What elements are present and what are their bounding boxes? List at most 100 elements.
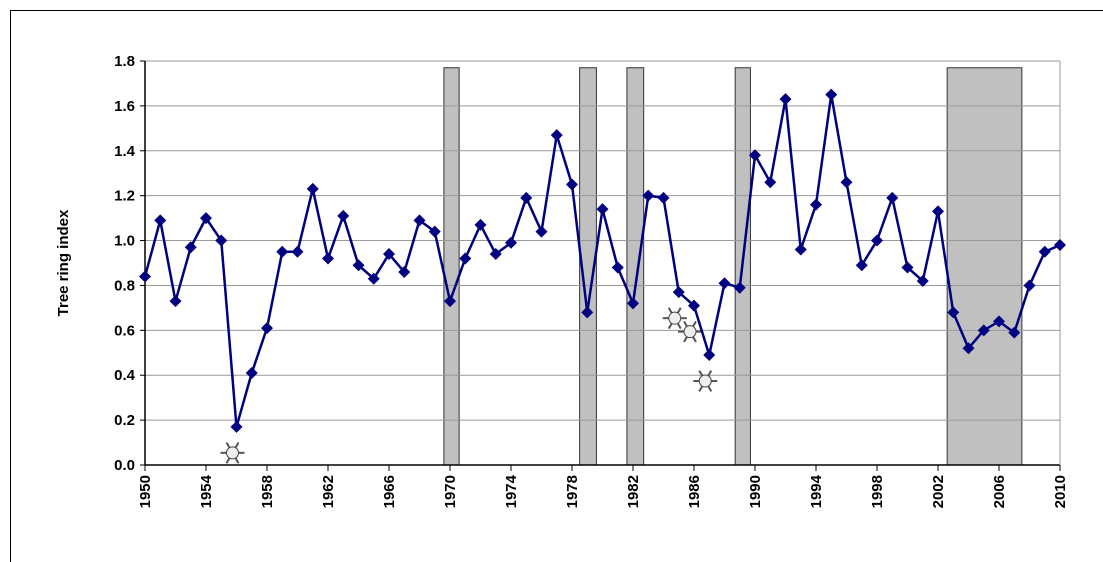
data-point — [230, 420, 243, 433]
data-point — [733, 281, 746, 294]
frost-center — [683, 325, 697, 339]
data-point — [688, 299, 700, 312]
series-line — [143, 94, 1061, 428]
data-point — [444, 295, 456, 308]
data-point — [993, 315, 1005, 328]
data-point — [245, 366, 258, 379]
data-point — [932, 205, 944, 218]
y-tick-label: 0.6 — [114, 322, 135, 339]
data-point — [154, 214, 167, 227]
data-point — [871, 234, 883, 247]
data-point — [916, 274, 929, 287]
data-point — [962, 342, 975, 355]
data-point — [322, 252, 334, 265]
data-point — [459, 252, 472, 265]
data-point — [337, 209, 350, 222]
x-tick-label: 1990 — [747, 475, 764, 508]
data-point — [474, 218, 487, 231]
x-tick-label: 1998 — [869, 475, 886, 508]
frost-marker — [220, 441, 245, 464]
data-point — [550, 129, 563, 142]
frame — [10, 10, 1103, 562]
y-axis-label: Tree ring index — [55, 209, 72, 316]
data-point — [1054, 239, 1066, 252]
y-tick-label: 1.0 — [114, 233, 135, 250]
data-point — [825, 88, 838, 101]
data-point — [566, 178, 578, 191]
frost-marker — [693, 370, 718, 392]
x-tick-label: 2002 — [930, 475, 947, 508]
y-tick-label: 1.4 — [114, 143, 136, 160]
data-point — [901, 261, 914, 274]
data-point — [749, 149, 761, 162]
frost-center — [668, 311, 682, 325]
x-tick-label: 1966 — [381, 475, 398, 508]
data-point — [215, 234, 228, 247]
data-point — [291, 245, 304, 258]
frost-center — [226, 446, 239, 460]
y-tick-label: 0.0 — [114, 457, 135, 474]
data-point — [184, 241, 197, 254]
data-point — [489, 248, 502, 261]
data-point — [764, 176, 777, 189]
data-point — [581, 306, 594, 319]
y-tick-label: 0.2 — [114, 412, 135, 429]
data-point — [627, 297, 639, 310]
data-point — [672, 286, 685, 299]
frost-center — [698, 374, 712, 388]
data-point — [886, 191, 899, 204]
data-point — [810, 198, 822, 211]
x-tick-label: 1986 — [686, 475, 703, 508]
x-tick-label: 1962 — [320, 475, 337, 508]
shaded-period — [443, 67, 460, 466]
data-point — [855, 259, 868, 272]
shaded-period — [946, 67, 1023, 466]
x-tick-label: 1950 — [137, 475, 154, 508]
data-point — [413, 214, 426, 227]
data-point — [306, 182, 319, 195]
data-point — [703, 349, 716, 362]
x-tick-label: 2006 — [991, 475, 1008, 508]
data-point — [535, 225, 548, 238]
data-point — [1023, 279, 1036, 292]
y-tick-label: 1.6 — [114, 98, 135, 115]
data-point — [947, 306, 960, 319]
x-tick-label: 1974 — [503, 474, 520, 508]
x-tick-label: 1978 — [564, 475, 581, 508]
x-tick-label: 1954 — [198, 474, 215, 508]
x-tick-label: 2010 — [1052, 475, 1069, 508]
data-point — [642, 189, 655, 202]
data-point — [611, 261, 624, 274]
y-tick-label: 1.8 — [114, 53, 135, 70]
data-point — [520, 191, 533, 204]
data-point — [169, 295, 182, 308]
data-point — [428, 225, 441, 238]
y-tick-label: 0.8 — [114, 277, 135, 294]
data-point — [276, 245, 289, 258]
data-point — [794, 243, 807, 256]
x-tick-label: 1970 — [442, 475, 459, 508]
x-tick-label: 1982 — [625, 475, 642, 508]
data-point — [977, 324, 990, 337]
data-point — [596, 203, 609, 216]
data-point — [840, 176, 853, 189]
data-point — [261, 322, 273, 335]
y-tick-label: 0.4 — [114, 367, 136, 384]
data-point — [200, 212, 212, 225]
data-point — [1008, 326, 1021, 339]
data-point — [657, 191, 670, 204]
data-point — [1038, 245, 1051, 258]
data-point — [505, 236, 517, 249]
data-point — [383, 248, 395, 261]
x-tick-label: 1994 — [808, 474, 825, 508]
x-tick-label: 1958 — [259, 475, 276, 508]
y-tick-label: 1.2 — [114, 188, 135, 205]
data-point — [352, 259, 365, 272]
data-point — [139, 270, 151, 283]
shaded-period — [626, 67, 645, 466]
frost-marker — [662, 307, 687, 330]
data-point — [367, 272, 380, 285]
data-point — [779, 93, 792, 106]
data-point — [718, 277, 731, 290]
